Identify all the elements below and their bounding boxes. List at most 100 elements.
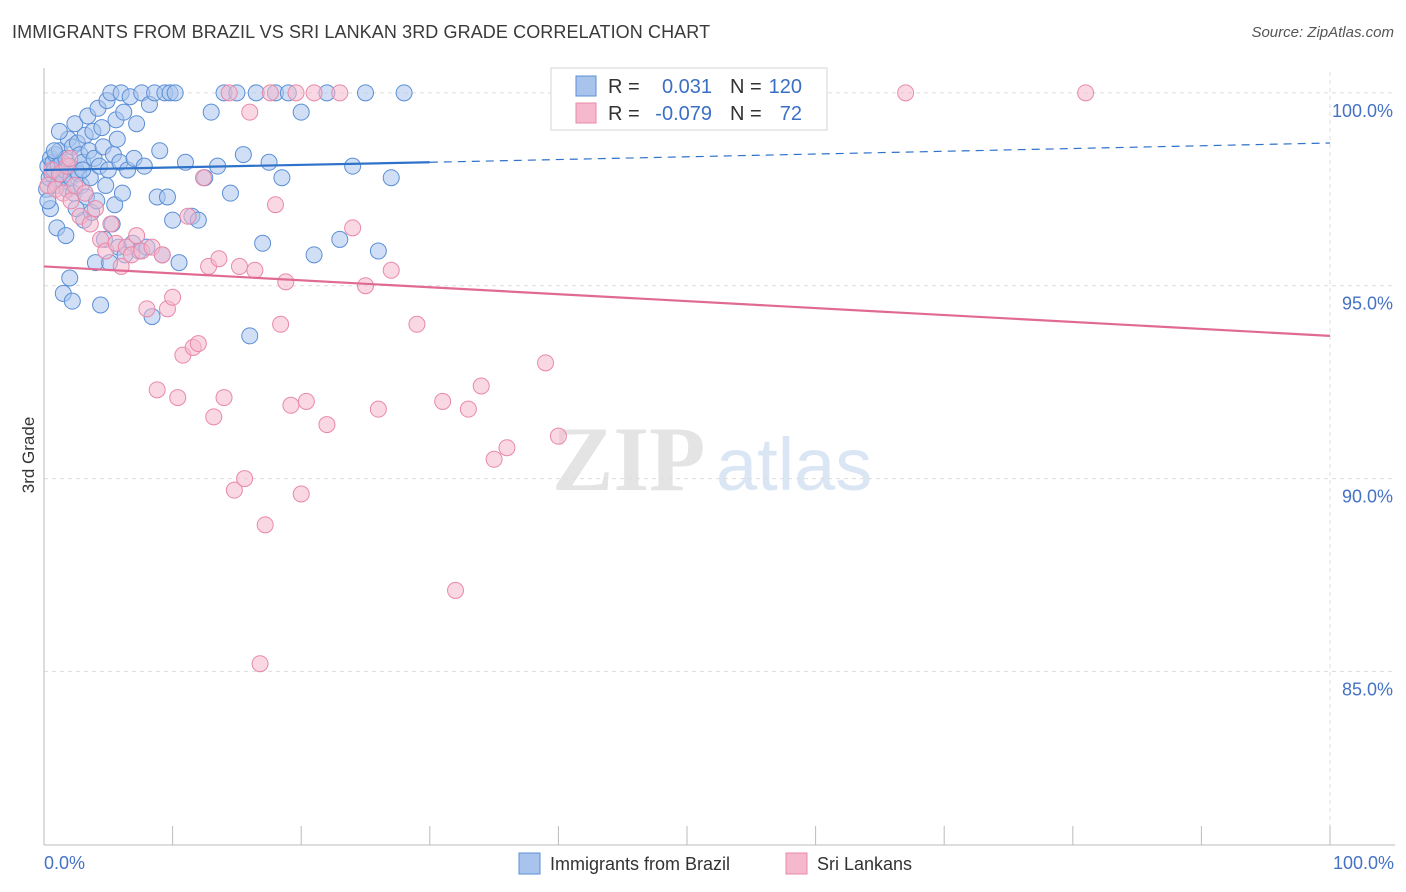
point-brazil <box>97 176 115 194</box>
legend-r-label-2: R = <box>608 103 640 125</box>
point-brazil <box>170 254 188 272</box>
point-srilankan <box>485 450 503 468</box>
point-srilankan <box>382 261 400 279</box>
point-srilankan <box>292 485 310 503</box>
y-axis-label: 3rd Grade <box>19 417 38 494</box>
point-srilankan <box>266 196 284 214</box>
watermark-zip: ZIP <box>552 408 705 510</box>
point-srilankan <box>169 389 187 407</box>
point-brazil <box>331 230 349 248</box>
point-srilankan <box>189 335 207 353</box>
point-brazil <box>221 184 239 202</box>
point-srilankan <box>86 200 104 218</box>
point-srilankan <box>369 400 387 418</box>
point-srilankan <box>1077 84 1095 102</box>
point-srilankan <box>153 246 171 264</box>
point-brazil <box>247 84 265 102</box>
point-srilankan <box>62 192 80 210</box>
point-brazil <box>382 169 400 187</box>
point-srilankan <box>246 261 264 279</box>
point-srilankan <box>282 396 300 414</box>
y-tick-label: 95.0% <box>1342 294 1393 314</box>
point-srilankan <box>205 408 223 426</box>
point-srilankan <box>537 354 555 372</box>
trend-line-brazil <box>43 161 430 172</box>
point-brazil <box>128 115 146 133</box>
point-srilankan <box>61 149 79 167</box>
trend-line-srilankan <box>43 265 1331 337</box>
x-tick-label-min: 0.0% <box>44 853 85 873</box>
point-brazil <box>241 327 259 345</box>
point-srilankan <box>447 581 465 599</box>
point-srilankan <box>148 381 166 399</box>
point-brazil <box>93 119 111 137</box>
point-brazil <box>344 157 362 175</box>
series-legend: Immigrants from Brazil Sri Lankans <box>518 852 912 875</box>
point-srilankan <box>498 439 516 457</box>
point-srilankan <box>297 392 315 410</box>
point-brazil <box>113 184 131 202</box>
point-brazil <box>234 146 252 164</box>
watermark-atlas: atlas <box>716 423 872 506</box>
point-brazil <box>115 103 133 121</box>
legend-swatch-srilankan <box>575 102 597 124</box>
point-srilankan <box>318 416 336 434</box>
point-srilankan <box>287 84 305 102</box>
legend-n-value-1: 120 <box>769 76 802 98</box>
point-srilankan <box>102 215 120 233</box>
legend-n-label-2: N = <box>730 103 762 125</box>
bottom-legend-label-srilankan: Sri Lankans <box>817 854 912 874</box>
point-brazil <box>273 169 291 187</box>
point-brazil <box>369 242 387 260</box>
point-srilankan <box>164 288 182 306</box>
point-brazil <box>108 130 126 148</box>
point-brazil <box>63 292 81 310</box>
point-srilankan <box>472 377 490 395</box>
point-srilankan <box>549 427 567 445</box>
point-srilankan <box>215 389 233 407</box>
point-srilankan <box>81 215 99 233</box>
point-brazil <box>260 153 278 171</box>
trend-lines <box>43 142 1331 337</box>
y-tick-label: 85.0% <box>1342 679 1393 699</box>
point-srilankan <box>331 84 349 102</box>
legend-r-label-1: R = <box>608 76 640 98</box>
point-brazil <box>151 142 169 160</box>
point-srilankan <box>344 219 362 237</box>
point-brazil <box>166 84 184 102</box>
point-brazil <box>66 115 84 133</box>
point-brazil <box>357 84 374 102</box>
point-brazil <box>254 234 272 252</box>
legend-r-value-2: -0.079 <box>655 103 712 125</box>
y-tick-label: 100.0% <box>1332 101 1393 121</box>
point-brazil <box>61 269 79 287</box>
point-brazil <box>57 227 75 245</box>
point-srilankan <box>277 273 295 291</box>
point-brazil <box>164 211 182 229</box>
bottom-legend-swatch-brazil <box>518 852 541 875</box>
point-srilankan <box>225 481 243 499</box>
point-srilankan <box>138 300 156 318</box>
point-srilankan <box>256 516 274 534</box>
legend-n-value-2: 72 <box>780 103 802 125</box>
bottom-legend-label-brazil: Immigrants from Brazil <box>550 854 730 874</box>
y-tick-label: 90.0% <box>1342 487 1393 507</box>
point-srilankan <box>251 655 269 673</box>
point-brazil <box>50 122 68 140</box>
legend-n-label-1: N = <box>730 76 762 98</box>
point-srilankan <box>408 315 426 333</box>
point-srilankan <box>305 84 323 102</box>
point-brazil <box>45 142 63 160</box>
point-brazil <box>292 103 310 121</box>
series-srilankan-points <box>39 84 1095 673</box>
point-srilankan <box>128 227 146 245</box>
point-srilankan <box>897 84 915 102</box>
point-brazil <box>92 296 110 314</box>
point-brazil <box>395 84 413 102</box>
point-srilankan <box>272 315 290 333</box>
point-srilankan <box>220 84 238 102</box>
stats-legend: R = 0.031 N = 120 R = -0.079 N = 72 <box>550 67 828 131</box>
point-srilankan <box>459 400 477 418</box>
point-brazil <box>158 188 176 206</box>
